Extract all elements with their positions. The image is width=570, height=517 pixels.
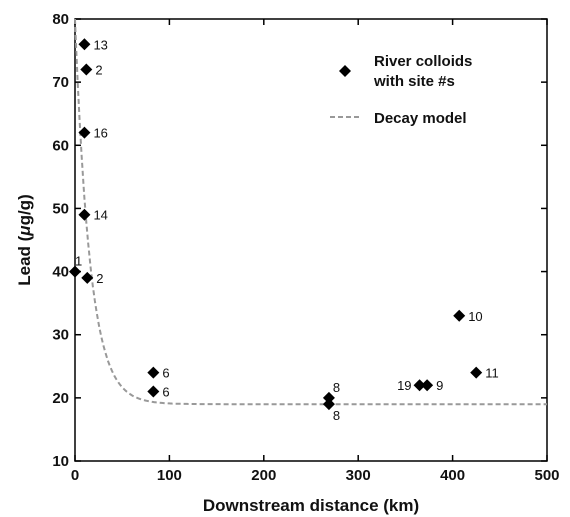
data-point-marker <box>413 379 426 392</box>
data-point-marker <box>322 391 335 404</box>
data-point-marker <box>80 63 93 76</box>
data-point-marker <box>69 265 81 278</box>
data-point-marker <box>147 385 160 398</box>
legend: River colloids with site #s Decay model <box>330 53 472 127</box>
data-point-label: 2 <box>96 271 103 286</box>
data-point-label: 14 <box>93 208 107 223</box>
decay-model-curve <box>74 18 547 406</box>
y-tick-label: 40 <box>52 264 69 281</box>
legend-diamond-marker <box>339 65 351 77</box>
y-axis-ticks: 10 20 30 40 50 60 70 80 <box>52 11 547 470</box>
data-point-marker <box>78 38 91 51</box>
data-point-label: 10 <box>468 309 482 324</box>
x-axis-title: Downstream distance (km) <box>203 496 419 515</box>
data-point-marker <box>147 366 160 379</box>
legend-model-label: Decay model <box>374 110 467 127</box>
data-point-label: 16 <box>93 126 107 141</box>
data-point-label: 11 <box>485 366 499 381</box>
plot-frame <box>74 18 548 462</box>
y-tick-label: 70 <box>52 74 69 91</box>
data-point-label: 1 <box>75 254 82 269</box>
y-axis-title: Lead (μg/g) <box>15 194 34 285</box>
data-point-label: 9 <box>436 378 443 393</box>
x-tick-label: 100 <box>157 467 182 484</box>
y-tick-label: 30 <box>52 327 69 344</box>
data-point-marker <box>421 379 434 392</box>
data-point-label: 2 <box>95 63 102 78</box>
y-axis-title-suffix: g/g) <box>15 194 34 225</box>
data-point-marker <box>470 366 483 379</box>
x-axis-ticks: 0 100 200 300 400 500 <box>71 19 560 484</box>
data-point-marker <box>81 271 94 284</box>
y-tick-label: 20 <box>52 390 69 407</box>
data-point-marker <box>453 309 466 322</box>
y-tick-label: 10 <box>52 453 69 470</box>
y-tick-label: 60 <box>52 137 69 154</box>
y-axis-title-prefix: Lead ( <box>15 235 34 285</box>
x-tick-label: 200 <box>251 467 276 484</box>
y-tick-label: 80 <box>52 11 69 28</box>
data-point-marker <box>322 398 335 411</box>
legend-series-label-line1: River colloids <box>374 53 472 70</box>
y-axis-title-mu: μ <box>15 225 34 237</box>
x-tick-label: 300 <box>346 467 371 484</box>
data-point-marker <box>78 208 91 221</box>
x-tick-label: 500 <box>534 467 559 484</box>
data-point-label: 13 <box>93 37 107 52</box>
data-point-label: 8 <box>333 408 340 423</box>
x-tick-label: 0 <box>71 467 79 484</box>
legend-series-label-line2: with site #s <box>373 73 455 90</box>
data-point-label: 6 <box>162 385 169 400</box>
data-point-marker <box>78 126 91 139</box>
data-point-label: 6 <box>162 366 169 381</box>
data-point-label: 19 <box>397 378 411 393</box>
x-tick-label: 400 <box>440 467 465 484</box>
y-tick-label: 50 <box>52 200 69 217</box>
data-point-label: 8 <box>333 380 340 395</box>
